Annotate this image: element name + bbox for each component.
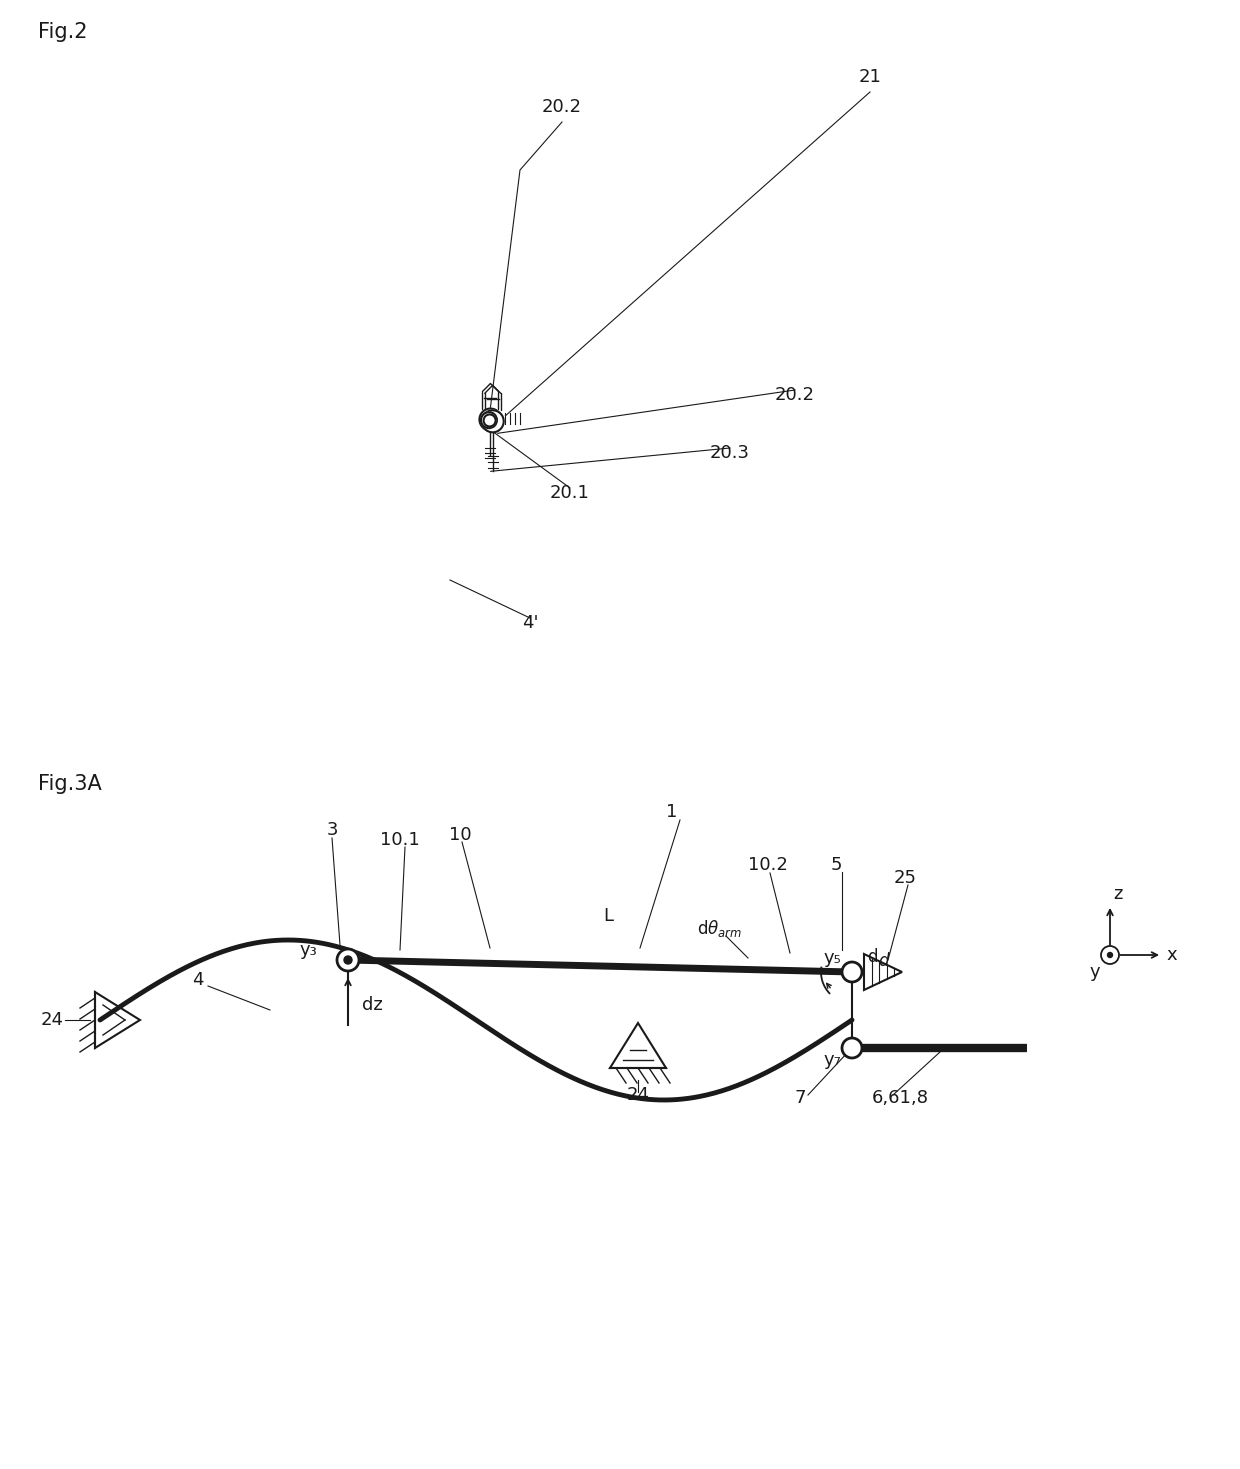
- Text: 25: 25: [894, 870, 916, 887]
- Circle shape: [484, 414, 496, 426]
- Text: Fig.2: Fig.2: [38, 22, 88, 43]
- Text: 10: 10: [449, 826, 471, 845]
- Text: Fig.3A: Fig.3A: [38, 774, 102, 795]
- Circle shape: [343, 956, 352, 964]
- Text: L: L: [603, 906, 613, 925]
- Text: 10.2: 10.2: [748, 856, 787, 874]
- Circle shape: [481, 410, 503, 432]
- Text: d$\theta_{arm}$: d$\theta_{arm}$: [697, 918, 743, 939]
- Text: 21: 21: [858, 68, 882, 87]
- Text: 20.2: 20.2: [775, 386, 815, 404]
- Circle shape: [842, 1039, 862, 1058]
- Text: 24: 24: [41, 1011, 63, 1028]
- Text: 4': 4': [522, 614, 538, 632]
- Text: z: z: [1114, 884, 1122, 903]
- Text: y₃: y₃: [299, 942, 317, 959]
- Circle shape: [1101, 946, 1118, 964]
- Text: 10.1: 10.1: [381, 831, 420, 849]
- Text: 20.1: 20.1: [551, 483, 590, 502]
- Text: d: d: [878, 952, 889, 970]
- Text: 20.2: 20.2: [542, 98, 582, 116]
- Text: 20.3: 20.3: [711, 444, 750, 461]
- Circle shape: [481, 413, 497, 427]
- Text: y₇: y₇: [823, 1050, 841, 1069]
- Text: dz: dz: [362, 996, 383, 1014]
- Text: 4: 4: [192, 971, 203, 989]
- Circle shape: [842, 962, 862, 981]
- Text: 3: 3: [326, 821, 337, 839]
- Text: y: y: [1090, 964, 1100, 981]
- Text: x: x: [1167, 946, 1177, 964]
- Text: y₅: y₅: [823, 949, 841, 967]
- Circle shape: [480, 408, 501, 430]
- Circle shape: [337, 949, 360, 971]
- Text: 7: 7: [795, 1089, 806, 1108]
- Text: d: d: [867, 948, 877, 967]
- Text: 24: 24: [626, 1086, 650, 1105]
- Circle shape: [1107, 952, 1112, 958]
- Text: 6,61,8: 6,61,8: [872, 1089, 929, 1108]
- Text: 1: 1: [666, 804, 678, 821]
- Text: 5: 5: [831, 856, 842, 874]
